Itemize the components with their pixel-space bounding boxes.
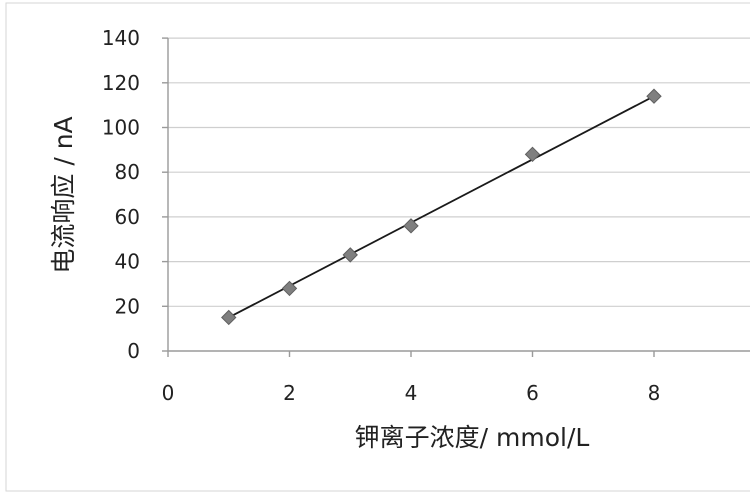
y-tick-label: 20 <box>115 294 140 318</box>
data-point <box>342 247 358 263</box>
y-tick-label: 140 <box>102 26 140 50</box>
data-point <box>524 146 541 163</box>
data-point <box>221 309 237 326</box>
x-axis-title: 钾离子浓度/ mmol/L <box>355 423 590 452</box>
y-tick-label: 100 <box>102 116 140 140</box>
x-tick-label: 8 <box>648 381 661 405</box>
x-tick-label: 0 <box>162 381 175 405</box>
y-tick-label: 40 <box>115 250 140 274</box>
y-axis-title: 电流响应 / nA <box>49 116 78 273</box>
data-point <box>281 280 298 297</box>
y-tick-label: 0 <box>127 339 140 363</box>
chart-border <box>5 2 750 492</box>
x-tick-label: 2 <box>283 381 296 405</box>
y-tick-label: 80 <box>115 160 140 184</box>
y-tick-label: 120 <box>102 71 140 95</box>
data-point <box>646 88 662 104</box>
x-tick-label: 6 <box>526 381 539 405</box>
y-tick-label: 60 <box>115 205 140 229</box>
data-point <box>403 218 419 234</box>
x-tick-label: 4 <box>405 381 418 405</box>
trendline <box>228 95 655 319</box>
